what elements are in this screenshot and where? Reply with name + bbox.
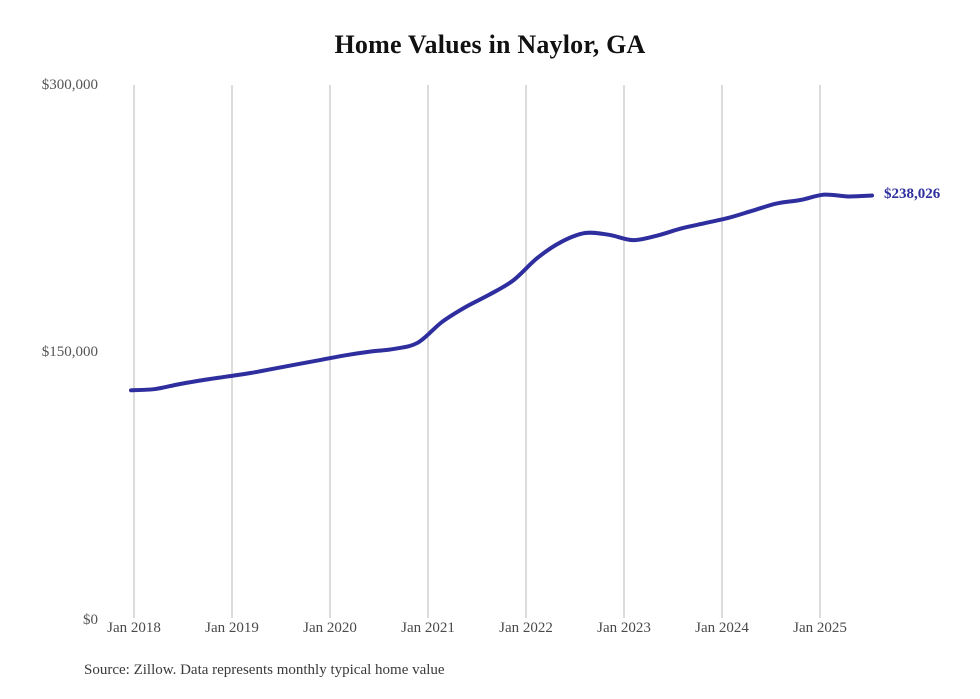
x-tick-label-jan-2022: Jan 2022 xyxy=(499,620,553,636)
y-tick-label-0: $0 xyxy=(83,612,98,628)
x-tick-label-jan-2021: Jan 2021 xyxy=(401,620,455,636)
source-note: Source: Zillow. Data represents monthly … xyxy=(84,662,445,678)
x-tick-label-jan-2018: Jan 2018 xyxy=(107,620,161,636)
home-value-trend-line xyxy=(129,192,874,393)
gridlines xyxy=(133,85,821,618)
end-value-annotation: $238,026 xyxy=(884,185,941,202)
x-tick-label-jan-2025: Jan 2025 xyxy=(793,620,847,636)
y-tick-label-150000: $150,000 xyxy=(41,344,98,360)
page-title: Home Values in Naylor, GA xyxy=(334,30,646,59)
x-tick-label-jan-2020: Jan 2020 xyxy=(303,620,357,636)
x-tick-label-jan-2024: Jan 2024 xyxy=(695,620,749,636)
x-tick-label-jan-2019: Jan 2019 xyxy=(205,620,259,636)
x-tick-label-jan-2023: Jan 2023 xyxy=(597,620,651,636)
y-tick-label-300000: $300,000 xyxy=(41,77,98,93)
